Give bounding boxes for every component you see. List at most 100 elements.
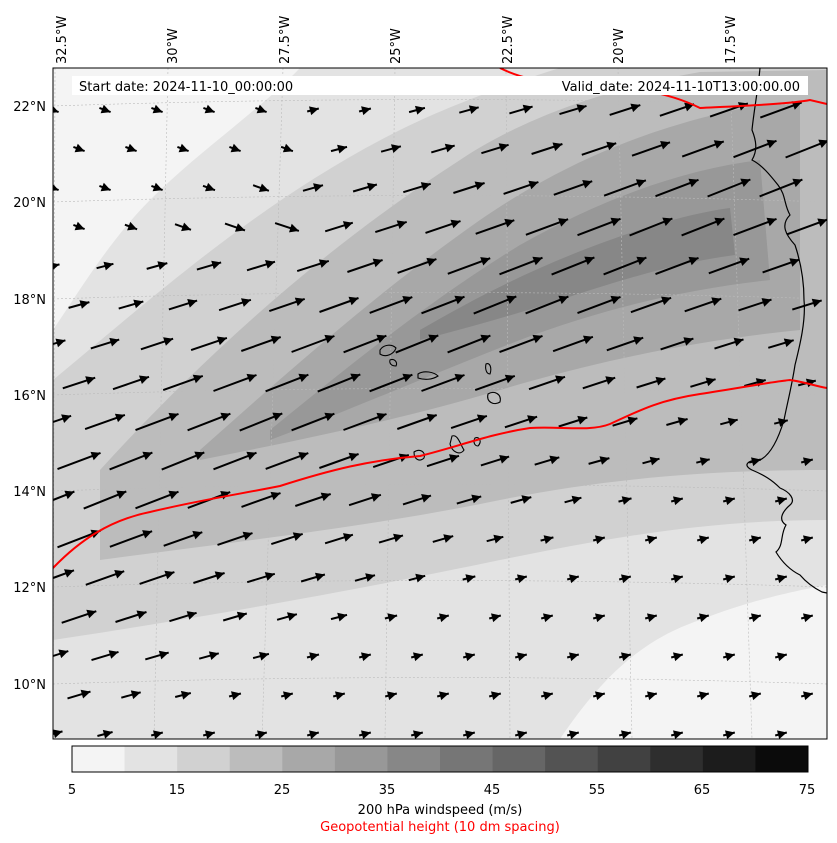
latitude-labels: 22°N 20°N 18°N 16°N 14°N 12°N 10°N <box>13 100 46 693</box>
wind-arrow-head <box>705 377 716 387</box>
lon-label-17-5w: 17.5°W <box>724 16 739 64</box>
wind-arrow-head <box>655 376 666 386</box>
wind-arrow-head <box>309 652 319 661</box>
wind-arrow-head <box>499 455 510 464</box>
wind-arrow-head <box>367 182 377 192</box>
wind-arrow-head <box>265 260 275 269</box>
wind-arrow-head <box>241 298 251 307</box>
wind-arrow-head <box>635 179 646 188</box>
wind-arrow-head <box>571 495 582 505</box>
colorbar-frame <box>71 745 809 773</box>
wind-arrow-head <box>583 335 593 345</box>
wind-arrow-head <box>803 535 813 545</box>
start-date-label: Start date: 2024-11-10_00:00:00 <box>79 80 293 95</box>
colorbar-subtitle: Geopotential height (10 dm spacing) <box>320 820 560 835</box>
wind-arrow-head <box>661 296 672 306</box>
wind-arrow-head <box>426 257 437 267</box>
colorbar-swatch <box>702 746 756 772</box>
wind-arrow-head <box>491 691 501 701</box>
wind-arrows <box>53 101 827 739</box>
wind-arrow-head <box>235 223 245 232</box>
wind-arrow-head <box>673 652 683 662</box>
wind-arrow-head <box>777 730 787 739</box>
wind-arrow-head <box>298 452 309 461</box>
lon-label-32-5w: 32.5°W <box>55 16 70 64</box>
wind-arrow-head <box>315 572 325 582</box>
wind-arrow-head <box>85 376 96 385</box>
wind-arrow-head <box>298 373 309 383</box>
wind-arrow-head <box>136 610 147 620</box>
wind-arrow-head <box>204 104 215 114</box>
wind-arrow-head <box>402 296 413 305</box>
wind-arrow-head <box>811 298 822 308</box>
wind-arrow-head <box>53 184 59 191</box>
wind-arrow-head <box>230 143 241 153</box>
wind-arrow-head <box>102 729 113 739</box>
wind-arrow-head <box>454 295 465 305</box>
wind-arrow-head <box>415 105 425 115</box>
island-sao-vicente <box>389 358 398 367</box>
wind-arrow-head <box>480 334 491 344</box>
wind-arrow-head <box>178 143 189 153</box>
wind-arrow-head <box>740 178 751 187</box>
wind-arrow-head <box>688 256 699 266</box>
wind-arrow-head <box>766 217 777 227</box>
wind-arrow-head <box>662 217 673 226</box>
wind-arrow-head <box>783 338 794 348</box>
colorbar-title: 200 hPa windspeed (m/s) <box>358 803 523 818</box>
wind-arrow-head <box>413 652 423 662</box>
wind-arrow-head <box>699 691 709 701</box>
wind-arrow-head <box>318 259 329 268</box>
wind-arrow-head <box>543 613 553 623</box>
wind-arrow-head <box>133 299 144 309</box>
wind-arrow-head <box>292 532 303 541</box>
wind-arrow-head <box>576 104 587 113</box>
colorbar-swatch <box>545 746 599 772</box>
wind-arrow-head <box>270 335 281 345</box>
wind-arrow-head <box>627 416 638 426</box>
lat-label-20n: 20°N <box>13 196 46 211</box>
wind-arrow-head <box>287 612 297 621</box>
lat-label-22n: 22°N <box>13 100 46 115</box>
wind-arrow-head <box>791 101 802 110</box>
wind-arrow-head <box>231 691 241 701</box>
wind-arrow-head <box>751 613 761 623</box>
wind-arrow-head <box>361 652 371 662</box>
island-sal <box>485 363 492 375</box>
wind-arrow-head <box>114 413 125 423</box>
wind-arrow-head <box>126 143 137 153</box>
wind-arrow-head <box>555 375 565 384</box>
longitude-labels: 32.5°W 30°W 27.5°W 25°W 22.5°W 20°W 17.5… <box>55 16 739 64</box>
wind-arrow-head <box>465 730 475 739</box>
wind-arrow-head <box>236 611 247 621</box>
wind-arrow-head <box>142 530 153 539</box>
colorbar-swatch <box>597 746 651 772</box>
wind-arrow-head <box>187 299 198 308</box>
wind-arrow-head <box>158 650 169 660</box>
wind-arrow-head <box>725 730 735 739</box>
colorbar-tick-35: 35 <box>379 783 396 798</box>
wind-arrow-head <box>211 260 222 270</box>
wind-arrow-head <box>152 182 163 192</box>
wind-arrow-head <box>506 295 517 304</box>
wind-arrow-head <box>168 412 179 422</box>
wind-arrow-head <box>792 178 803 188</box>
wind-arrow-head <box>610 217 621 227</box>
wind-arrow-head <box>142 451 153 461</box>
wind-arrow-head <box>192 374 203 384</box>
colorbar-tick-15: 15 <box>169 783 186 798</box>
wind-arrow-head <box>64 569 74 578</box>
wind-arrow-head <box>725 652 735 662</box>
wind-arrow-head <box>699 613 709 623</box>
wind-arrow-head <box>647 613 657 623</box>
colorbar-swatch <box>124 746 178 772</box>
wind-arrow-head <box>699 457 710 466</box>
wind-arrow-head <box>633 336 644 345</box>
wind-arrow-head <box>420 182 431 191</box>
wind-arrow-head <box>214 571 225 580</box>
wind-arrow-head <box>528 180 539 190</box>
wind-arrow-head <box>677 417 688 426</box>
wind-arrow-head <box>647 691 657 701</box>
lon-label-22-5w: 22.5°W <box>501 16 516 64</box>
wind-arrow-head <box>343 533 353 542</box>
